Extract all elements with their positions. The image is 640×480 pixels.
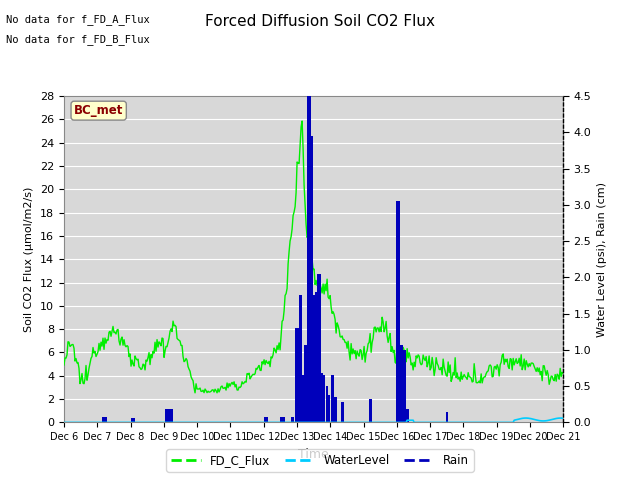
Bar (166, 409, 168, 422)
Bar (131, 418, 132, 422)
Bar (291, 417, 292, 422)
Bar (104, 417, 106, 422)
Bar (264, 417, 266, 422)
Legend: FD_C_Flux, WaterLevel, Rain: FD_C_Flux, WaterLevel, Rain (166, 449, 474, 472)
Bar (172, 409, 173, 422)
Bar (168, 409, 170, 422)
Text: Forced Diffusion Soil CO2 Flux: Forced Diffusion Soil CO2 Flux (205, 14, 435, 29)
Bar (308, 96, 310, 422)
Text: No data for f_FD_B_Flux: No data for f_FD_B_Flux (6, 34, 150, 45)
Bar (283, 417, 284, 422)
Bar (335, 397, 337, 422)
Bar (399, 345, 401, 422)
Bar (312, 296, 314, 422)
Bar (402, 345, 403, 422)
Bar (328, 395, 330, 422)
Bar (323, 375, 324, 422)
Bar (326, 386, 328, 422)
Bar (310, 136, 312, 422)
Y-axis label: Water Level (psi), Rain (cm): Water Level (psi), Rain (cm) (597, 182, 607, 336)
Bar (316, 292, 317, 422)
Bar (267, 417, 268, 422)
Bar (340, 402, 342, 422)
Bar (294, 328, 296, 422)
Bar (370, 399, 371, 422)
Bar (322, 373, 323, 422)
Bar (319, 274, 321, 422)
Text: BC_met: BC_met (74, 104, 124, 117)
Bar (315, 292, 316, 422)
Bar (296, 328, 298, 422)
Bar (403, 350, 404, 422)
Bar (282, 417, 283, 422)
Bar (401, 345, 402, 422)
Bar (305, 345, 307, 422)
Bar (445, 411, 447, 422)
X-axis label: Time: Time (298, 448, 329, 461)
Bar (317, 274, 319, 422)
Bar (371, 399, 372, 422)
Bar (284, 417, 285, 422)
Bar (132, 418, 134, 422)
Bar (397, 201, 399, 422)
Bar (331, 375, 332, 422)
Bar (266, 417, 267, 422)
Bar (292, 417, 294, 422)
Bar (406, 409, 408, 422)
Bar (299, 296, 300, 422)
Bar (102, 417, 104, 422)
Bar (170, 409, 172, 422)
Bar (280, 417, 282, 422)
Bar (404, 350, 406, 422)
Bar (332, 375, 333, 422)
Y-axis label: Soil CO2 Flux (μmol/m2/s): Soil CO2 Flux (μmol/m2/s) (24, 187, 35, 332)
Bar (303, 345, 305, 422)
Bar (298, 328, 299, 422)
Bar (301, 375, 303, 422)
Bar (342, 402, 344, 422)
Text: No data for f_FD_A_Flux: No data for f_FD_A_Flux (6, 14, 150, 25)
Bar (300, 296, 301, 422)
Bar (307, 96, 308, 422)
Bar (369, 399, 370, 422)
Bar (321, 373, 322, 422)
Bar (333, 397, 335, 422)
Bar (396, 201, 397, 422)
Bar (164, 409, 166, 422)
Bar (314, 296, 315, 422)
